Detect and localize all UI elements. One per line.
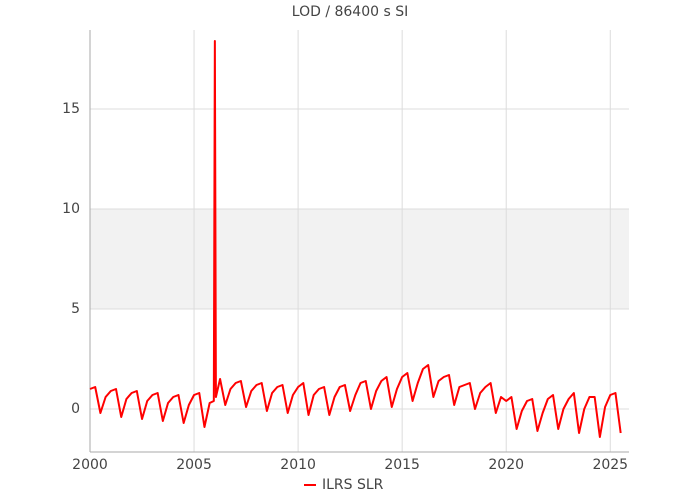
- data-line: [89, 40, 622, 438]
- legend-label: ILRS SLR: [322, 477, 384, 493]
- x-tick-label: 2005: [176, 457, 212, 473]
- y-tick-label: 10: [62, 201, 80, 217]
- x-tick-label: 2010: [280, 457, 316, 473]
- chart-title: LOD / 86400 s SI: [292, 4, 408, 20]
- x-tick-label: 2000: [72, 457, 108, 473]
- x-tick-label: 2025: [592, 457, 628, 473]
- x-tick-label: 2015: [384, 457, 420, 473]
- y-tick-label: 0: [71, 401, 80, 417]
- y-tick-label: 15: [62, 101, 80, 117]
- y-tick-label: 5: [71, 301, 80, 317]
- x-tick-label: 2020: [488, 457, 524, 473]
- plot-band: [90, 209, 629, 309]
